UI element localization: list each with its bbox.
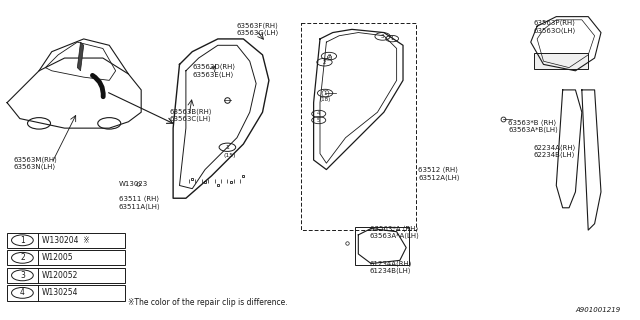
Text: 1: 1: [390, 36, 394, 41]
Text: 63563F⟨RH⟩
63563G⟨LH⟩: 63563F⟨RH⟩ 63563G⟨LH⟩: [237, 23, 279, 36]
Text: 63511 ⟨RH⟩
63511A⟨LH⟩: 63511 ⟨RH⟩ 63511A⟨LH⟩: [119, 196, 161, 210]
Text: ※The color of the repair clip is difference.: ※The color of the repair clip is differe…: [129, 298, 288, 307]
Bar: [7, 268, 125, 283]
Text: 2: 2: [20, 253, 25, 262]
Text: 1: 1: [20, 236, 25, 245]
Text: 63512 ⟨RH⟩
63512A⟨LH⟩: 63512 ⟨RH⟩ 63512A⟨LH⟩: [419, 167, 460, 181]
Text: W12005: W12005: [42, 253, 74, 262]
Text: 63563D⟨RH⟩
63563E⟨LH⟩: 63563D⟨RH⟩ 63563E⟨LH⟩: [192, 64, 236, 77]
Text: (18): (18): [319, 97, 331, 102]
Text: 2: 2: [323, 60, 326, 65]
Text: 2: 2: [327, 54, 331, 59]
Text: W13023: W13023: [119, 181, 148, 187]
Bar: [7, 250, 125, 266]
Text: 63563M⟨RH⟩
63563N⟨LH⟩: 63563M⟨RH⟩ 63563N⟨LH⟩: [13, 156, 58, 170]
Polygon shape: [77, 42, 84, 71]
Bar: [355, 227, 410, 265]
Bar: [7, 285, 125, 300]
Text: 63563B⟨RH⟩
63563C⟨LH⟩: 63563B⟨RH⟩ 63563C⟨LH⟩: [170, 108, 212, 122]
Text: W120052: W120052: [42, 271, 79, 280]
Text: 4: 4: [317, 111, 321, 116]
Bar: [7, 233, 125, 248]
Text: 63563P⟨RH⟩
63563O⟨LH⟩: 63563P⟨RH⟩ 63563O⟨LH⟩: [534, 20, 576, 34]
Text: 1: 1: [225, 145, 229, 150]
Text: 63563*B ⟨RH⟩
63563A*B⟨LH⟩: 63563*B ⟨RH⟩ 63563A*B⟨LH⟩: [508, 120, 558, 133]
Text: 5: 5: [317, 118, 321, 123]
Text: 1: 1: [323, 91, 327, 96]
Text: 63563*A ⟨RH⟩
63563A*A⟨LH⟩: 63563*A ⟨RH⟩ 63563A*A⟨LH⟩: [370, 226, 420, 239]
Text: (15): (15): [223, 153, 236, 158]
Text: W130254: W130254: [42, 288, 79, 297]
Text: 62234A⟨RH⟩
62234B⟨LH⟩: 62234A⟨RH⟩ 62234B⟨LH⟩: [534, 144, 576, 158]
Text: 61234A⟨RH⟩
61234B⟨LH⟩: 61234A⟨RH⟩ 61234B⟨LH⟩: [370, 261, 412, 275]
Bar: [534, 53, 588, 69]
Text: 3: 3: [20, 271, 25, 280]
Text: 4: 4: [20, 288, 25, 297]
Text: A901001219: A901001219: [575, 308, 620, 313]
Text: 3: 3: [381, 34, 385, 39]
Text: W130204  ※: W130204 ※: [42, 236, 90, 245]
